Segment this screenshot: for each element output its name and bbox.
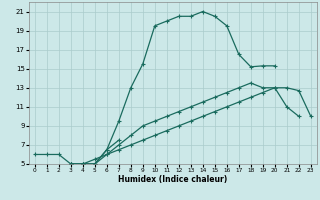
X-axis label: Humidex (Indice chaleur): Humidex (Indice chaleur) [118, 175, 228, 184]
